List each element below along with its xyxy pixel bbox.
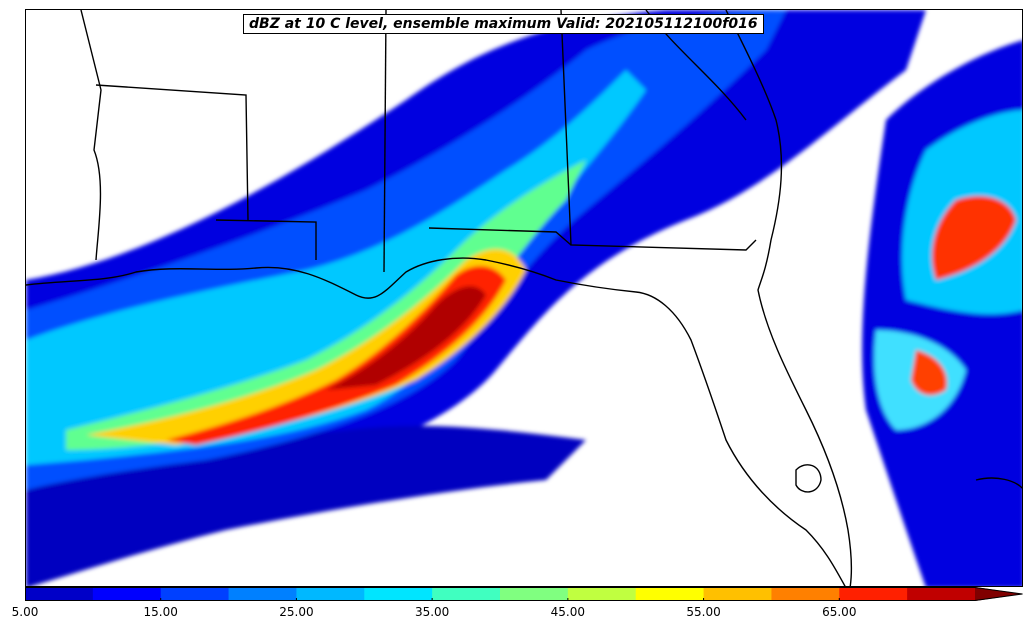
state-line-ms-al [383,10,387,273]
keys [975,477,1022,490]
colorbar-segment [92,587,162,601]
colorbar-tick-label: 25.00 [279,605,314,619]
colorbar-tick-label: 55.00 [686,605,721,619]
coastline-atlantic [725,10,853,586]
colorbar-segment [839,587,908,601]
colorbar-tick-labels: 5.00 15.00 25.00 35.00 45.00 55.00 65.00 [0,605,1033,625]
colorbar-segment [25,587,94,601]
state-line-fl-north [428,227,572,246]
colorbar-tick-label: 5.00 [11,605,39,619]
colorbar [25,587,1023,601]
precip-cyan [26,70,646,465]
state-line-al-ga [560,10,757,251]
colorbar-segment [160,587,230,601]
colorbar-tick-label: 45.00 [550,605,586,619]
colorbar-segment [771,587,840,601]
state-line-west [80,10,102,261]
colorbar-segment [635,587,705,601]
colorbar-extend-arrow [975,587,1023,601]
state-line-la-ms [215,219,317,260]
state-line-ar-la [95,84,249,221]
precip-band-south [26,425,586,586]
colorbar-segment [703,587,772,601]
radar-map [25,9,1023,587]
precip-east-red [932,196,1016,280]
colorbar-tick-label: 15.00 [143,605,178,619]
colorbar-tick-label: 35.00 [414,605,450,619]
coastline-gulf [26,257,846,586]
colorbar-segment [296,587,365,601]
colorbar-segment [228,587,297,601]
lake-okeechobee [795,464,822,493]
precip-shield [26,10,1022,586]
colorbar-segment [567,587,637,601]
reflectivity-field [26,10,1022,586]
colorbar-segment [500,587,569,601]
map-title: dBZ at 10 C level, ensemble maximum Vali… [243,14,764,34]
precip-east-south-red [911,350,947,396]
colorbar-segment [364,587,433,601]
precip-darkred-core [326,286,486,390]
boundaries [26,10,1022,586]
colorbar-segment [907,587,976,601]
colorbar-tick-label: 65.00 [822,605,857,619]
precip-red-core [166,265,506,445]
colorbar-segment [432,587,501,601]
